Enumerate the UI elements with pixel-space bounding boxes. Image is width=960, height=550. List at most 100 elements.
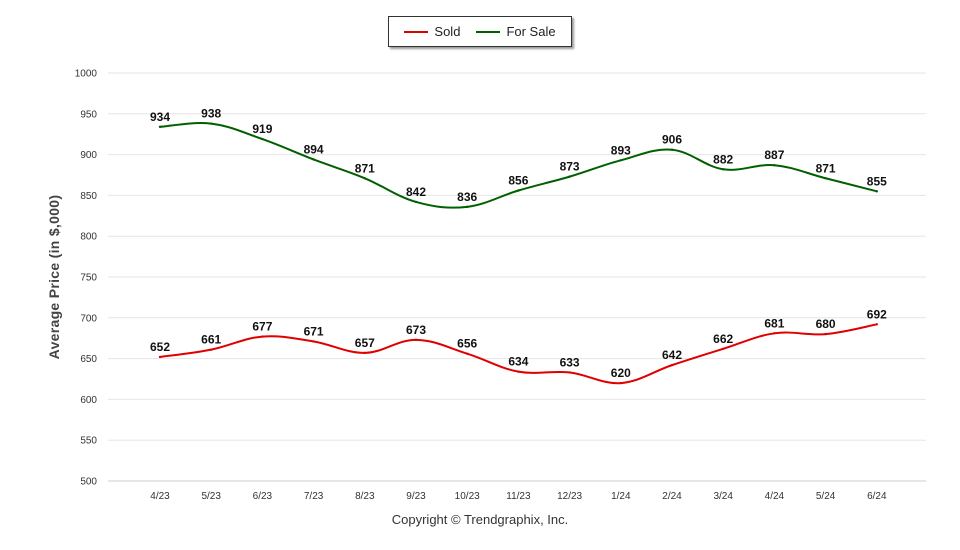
data-label-for-sale-10: 906 (662, 133, 682, 147)
data-label-sold-1: 661 (201, 333, 221, 347)
y-tick-550: 550 (80, 436, 97, 447)
data-point-sold-8 (568, 371, 571, 374)
data-label-sold-8: 633 (560, 355, 580, 369)
data-label-sold-0: 652 (150, 340, 170, 354)
data-point-sold-3 (312, 340, 315, 343)
data-label-sold-7: 634 (508, 355, 528, 369)
x-tick-8-23: 8/23 (355, 491, 375, 502)
data-label-sold-14: 692 (867, 307, 887, 321)
data-point-sold-13 (824, 332, 827, 336)
data-label-for-sale-11: 882 (713, 152, 733, 166)
data-label-for-sale-7: 856 (508, 174, 528, 188)
y-tick-750: 750 (80, 273, 97, 284)
data-point-for-sale-4 (363, 177, 366, 180)
data-point-for-sale-6 (466, 205, 469, 209)
gridlines (108, 72, 926, 482)
data-label-sold-13: 680 (816, 317, 836, 331)
y-tick-650: 650 (80, 354, 97, 365)
legend-label-for-sale: For Sale (506, 24, 556, 39)
copyright-text: Copyright © Trendgraphix, Inc. (391, 512, 569, 527)
data-label-sold-6: 656 (457, 337, 477, 351)
data-point-for-sale-8 (568, 175, 571, 178)
y-tick-500: 500 (80, 477, 97, 488)
y-axis-label: Average Price (in $,000) (46, 194, 62, 360)
data-label-for-sale-5: 842 (406, 185, 426, 199)
data-point-sold-4 (363, 351, 366, 355)
x-tick-10-23: 10/23 (455, 491, 480, 502)
x-tick-12-23: 12/23 (557, 491, 582, 502)
data-label-for-sale-3: 894 (304, 142, 324, 156)
data-point-sold-0 (158, 355, 162, 359)
data-labels: 652 661 677 671 657 673 656 634 633 620 642 662 681 6… (150, 107, 887, 380)
series-lines (158, 122, 878, 385)
data-point-for-sale-0 (158, 125, 162, 129)
legend-item-for-sale[interactable]: For Sale (476, 24, 556, 39)
data-label-for-sale-0: 934 (150, 110, 170, 124)
legend: Sold For Sale (388, 16, 572, 47)
legend-swatch-sold (404, 30, 429, 33)
x-tick-4-23: 4/23 (150, 491, 170, 502)
x-tick-2-24: 2/24 (662, 491, 682, 502)
x-tick-labels: 4/23 5/23 6/23 7/23 8/23 9/23 10/23 11/23 12/23 1… (150, 491, 887, 502)
x-tick-9-23: 9/23 (406, 491, 426, 502)
x-tick-6-24: 6/24 (867, 491, 887, 502)
data-point-sold-6 (466, 352, 469, 355)
y-tick-950: 950 (80, 109, 97, 120)
data-label-for-sale-14: 855 (867, 174, 887, 188)
data-point-sold-2 (261, 335, 264, 338)
data-point-sold-10 (670, 363, 674, 367)
data-point-for-sale-5 (414, 200, 418, 204)
y-tick-600: 600 (80, 395, 97, 406)
data-point-sold-1 (210, 348, 213, 351)
data-label-for-sale-9: 893 (611, 143, 631, 157)
data-label-for-sale-8: 873 (560, 160, 580, 174)
data-point-sold-9 (619, 381, 622, 385)
data-point-sold-14 (875, 323, 878, 326)
data-point-sold-12 (773, 332, 776, 335)
x-tick-11-23: 11/23 (506, 491, 531, 502)
data-label-for-sale-4: 871 (355, 161, 375, 175)
legend-label-sold: Sold (434, 24, 461, 39)
data-label-for-sale-13: 871 (816, 161, 836, 175)
x-tick-5-23: 5/23 (201, 491, 221, 502)
data-label-for-sale-6: 836 (457, 190, 477, 204)
legend-swatch-for-sale (476, 30, 501, 33)
data-label-for-sale-2: 919 (252, 122, 272, 136)
x-tick-6-23: 6/23 (253, 491, 273, 502)
x-tick-7-23: 7/23 (304, 491, 324, 502)
legend-item-sold[interactable]: Sold (404, 24, 460, 39)
data-point-for-sale-10 (670, 148, 674, 151)
y-tick-800: 800 (80, 232, 97, 243)
data-point-for-sale-3 (312, 158, 315, 161)
data-point-for-sale-2 (261, 137, 264, 141)
data-label-for-sale-12: 887 (764, 148, 784, 162)
y-tick-700: 700 (80, 313, 97, 324)
data-point-for-sale-1 (210, 122, 213, 125)
data-point-for-sale-9 (619, 159, 622, 162)
data-point-for-sale-12 (773, 164, 776, 167)
data-label-sold-4: 657 (355, 336, 375, 350)
y-tick-1000: 1000 (75, 69, 98, 80)
x-tick-3-24: 3/24 (713, 491, 733, 502)
data-label-sold-11: 662 (713, 332, 733, 346)
data-label-for-sale-1: 938 (201, 107, 221, 121)
data-point-for-sale-13 (824, 177, 827, 180)
data-point-sold-5 (414, 338, 418, 342)
data-point-for-sale-14 (875, 190, 878, 193)
x-tick-5-24: 5/24 (816, 491, 836, 502)
y-tick-850: 850 (80, 191, 97, 202)
data-label-sold-12: 681 (764, 316, 784, 330)
data-label-sold-3: 671 (304, 324, 324, 338)
y-tick-900: 900 (80, 150, 97, 161)
x-tick-4-24: 4/24 (765, 491, 785, 502)
data-label-sold-2: 677 (252, 320, 272, 334)
data-point-sold-11 (722, 347, 725, 351)
data-point-for-sale-7 (517, 189, 520, 192)
data-label-sold-5: 673 (406, 323, 426, 337)
data-label-sold-10: 642 (662, 348, 682, 362)
data-label-sold-9: 620 (611, 366, 631, 380)
y-tick-labels: 500 550 600 650 700 750 800 850 900 950 1000 (75, 69, 98, 488)
data-point-sold-7 (517, 370, 520, 373)
data-point-for-sale-11 (722, 168, 725, 171)
